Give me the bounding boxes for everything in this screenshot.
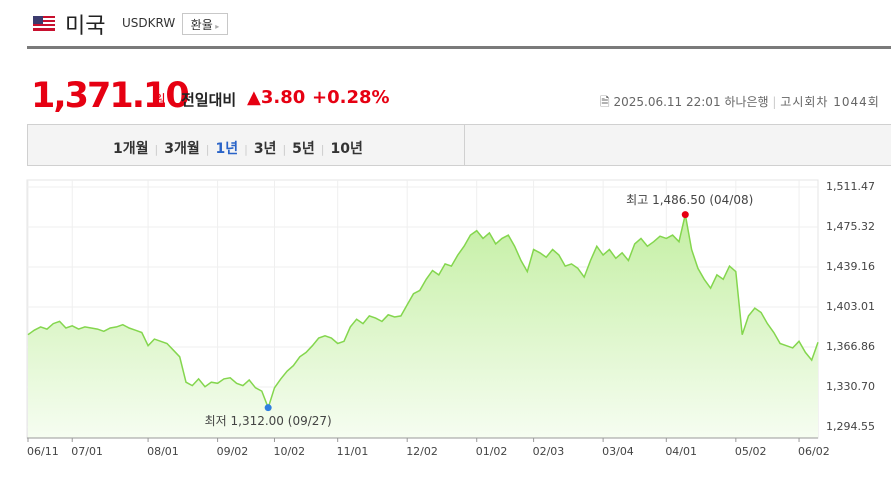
x-tick-label: 10/02: [273, 445, 305, 458]
bank: 하나은행: [724, 95, 769, 109]
high-marker: [681, 211, 689, 219]
tab[interactable]: 3년: [253, 141, 277, 157]
x-tick-label: 09/02: [217, 445, 249, 458]
line: [27, 214, 819, 410]
change-value: 3.80: [260, 87, 306, 108]
x-tick-label: 04/01: [665, 445, 697, 458]
tabs: 1개월 | 3개월 | 1년 | 3년 | 5년 | 10년: [113, 141, 363, 157]
y-tick-label: 1,475.32: [826, 220, 875, 233]
tab[interactable]: 10년: [330, 141, 363, 157]
y-tick-label: 1,366.86: [826, 340, 875, 353]
y-tick-label: 1,294.55: [826, 420, 875, 433]
tab[interactable]: 5년: [292, 141, 315, 157]
x-tick-label: 11/01: [337, 445, 369, 458]
change-label: 전일대비: [181, 91, 237, 109]
change: ▲3.80: [247, 87, 306, 108]
x-tick-label: 12/02: [406, 445, 438, 458]
info: 🗎 2025.06.11 22:01 하나은행 | 고시회차 1044회: [600, 95, 880, 109]
x-tick-label: 05/02: [735, 445, 767, 458]
high-label: 최고 1,486.50 (04/08): [626, 193, 753, 207]
area: [28, 214, 818, 438]
datetime: 2025.06.11 22:01: [613, 95, 721, 109]
low-marker: [264, 404, 272, 412]
divider: [27, 46, 891, 49]
change-rate: +0.28%: [312, 87, 390, 108]
x-tick-label: 06/11: [27, 445, 59, 458]
x-tick-label: 06/02: [798, 445, 830, 458]
tab-bar: [27, 124, 891, 166]
tab[interactable]: 3개월: [164, 141, 200, 157]
price: 1,371.10: [31, 76, 190, 116]
tab[interactable]: 1개월: [113, 141, 149, 157]
tab[interactable]: 1년: [215, 141, 239, 157]
x-tick-label: 01/02: [476, 445, 508, 458]
rate-button[interactable]: 환율 ▸: [182, 13, 228, 35]
flag-icon: [33, 16, 55, 31]
title: 미국: [65, 14, 106, 39]
code: USDKRW: [122, 16, 176, 30]
y-tick-label: 1,403.01: [826, 300, 875, 313]
y-tick-label: 1,330.70: [826, 380, 875, 393]
low-label: 최저 1,312.00 (09/27): [205, 414, 332, 428]
round: 고시회차 1044회: [780, 95, 880, 109]
x-tick-label: 08/01: [147, 445, 179, 458]
x-tick-label: 07/01: [71, 445, 103, 458]
button-label[interactable]: 환율: [190, 18, 213, 32]
x-tick-label: 03/04: [602, 445, 634, 458]
y-tick-label: 1,439.16: [826, 260, 875, 273]
x-tick-label: 02/03: [533, 445, 565, 458]
y-tick-label: 1,511.47: [826, 180, 875, 193]
unit: 원: [153, 93, 166, 109]
